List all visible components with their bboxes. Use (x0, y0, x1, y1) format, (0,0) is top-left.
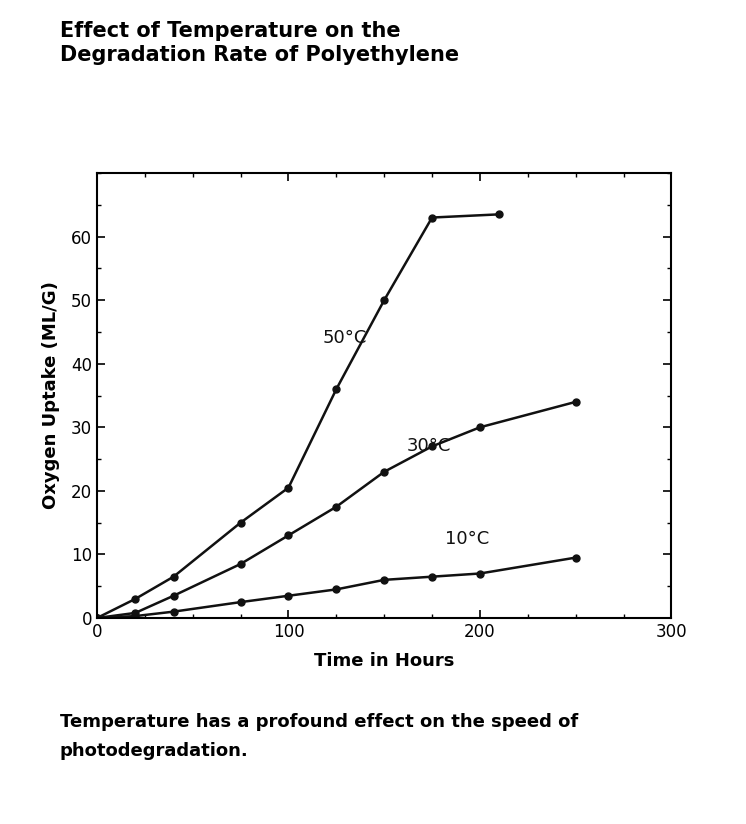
Text: Degradation Rate of Polyethylene: Degradation Rate of Polyethylene (60, 45, 459, 65)
Text: photodegradation.: photodegradation. (60, 742, 248, 760)
Text: Temperature has a profound effect on the speed of: Temperature has a profound effect on the… (60, 713, 578, 731)
Text: 50°C: 50°C (323, 330, 367, 347)
Text: 10°C: 10°C (445, 530, 489, 547)
X-axis label: Time in Hours: Time in Hours (314, 652, 454, 670)
Text: 30°C: 30°C (407, 438, 451, 456)
Y-axis label: Oxygen Uptake (ML/G): Oxygen Uptake (ML/G) (42, 282, 60, 509)
Text: Effect of Temperature on the: Effect of Temperature on the (60, 21, 401, 40)
